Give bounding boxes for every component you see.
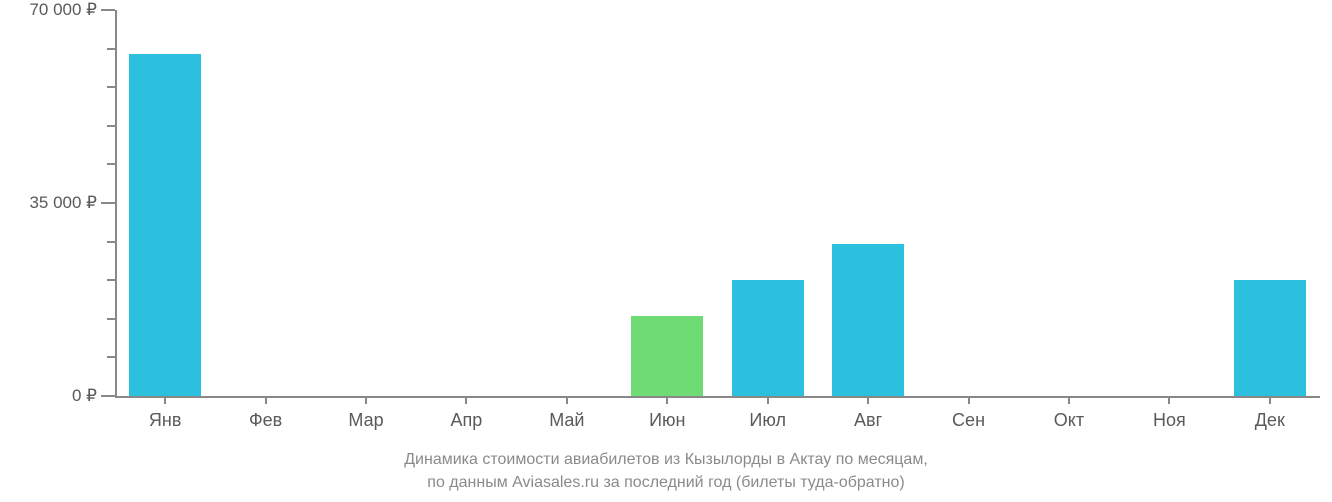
bar-slot: Июл [732,10,804,396]
bar [129,54,201,396]
y-axis-line [115,10,117,396]
bar-slot: Янв [129,10,201,396]
y-tick-label: 0 ₽ [72,386,115,406]
x-tick [566,396,568,404]
bar [631,316,703,396]
x-tick [365,396,367,404]
y-tick-minor [107,125,115,127]
x-category-label: Янв [149,410,182,431]
x-tick [666,396,668,404]
y-tick-minor [107,86,115,88]
y-tick-minor [107,163,115,165]
x-category-label: Июл [749,410,786,431]
x-tick [1269,396,1271,404]
bar [832,244,904,396]
y-tick-minor [107,241,115,243]
x-tick [767,396,769,404]
bar-slot: Авг [832,10,904,396]
bar-slot: Дек [1234,10,1306,396]
x-category-label: Фев [249,410,282,431]
x-category-label: Мар [348,410,383,431]
bar-slot: Окт [1033,10,1105,396]
caption-line-2: по данным Aviasales.ru за последний год … [427,474,904,491]
bar [732,280,804,396]
x-tick [1168,396,1170,404]
x-axis-line [115,396,1320,398]
x-tick [867,396,869,404]
bar-slot: Июн [631,10,703,396]
x-tick [465,396,467,404]
x-category-label: Апр [451,410,483,431]
x-tick [968,396,970,404]
chart-caption: Динамика стоимости авиабилетов из Кызыло… [0,448,1332,494]
bar-slot: Апр [430,10,502,396]
x-category-label: Дек [1255,410,1285,431]
x-tick [265,396,267,404]
x-category-label: Ноя [1153,410,1186,431]
y-tick-minor [107,356,115,358]
bar-slot: Ноя [1133,10,1205,396]
bar-slot: Сен [932,10,1004,396]
bar-slot: Фев [229,10,301,396]
x-category-label: Сен [952,410,985,431]
y-tick-minor [107,318,115,320]
x-category-label: Июн [649,410,685,431]
caption-line-1: Динамика стоимости авиабилетов из Кызыло… [404,451,928,468]
x-tick [164,396,166,404]
bar-slot: Мар [330,10,402,396]
x-tick [1068,396,1070,404]
x-category-label: Май [549,410,584,431]
bar [1234,280,1306,396]
y-tick-label: 35 000 ₽ [29,193,115,213]
plot-area: 0 ₽35 000 ₽70 000 ₽ЯнвФевМарАпрМайИюнИюл… [115,10,1320,396]
y-tick-minor [107,48,115,50]
y-tick-label: 70 000 ₽ [29,0,115,20]
x-category-label: Авг [854,410,882,431]
price-chart: 0 ₽ 35 000 ₽ 70 000 ₽ Янв Фев Мар Апр Май Июн Июл… [0,0,1332,502]
bar-slot: Май [531,10,603,396]
y-tick-minor [107,279,115,281]
x-category-label: Окт [1054,410,1084,431]
